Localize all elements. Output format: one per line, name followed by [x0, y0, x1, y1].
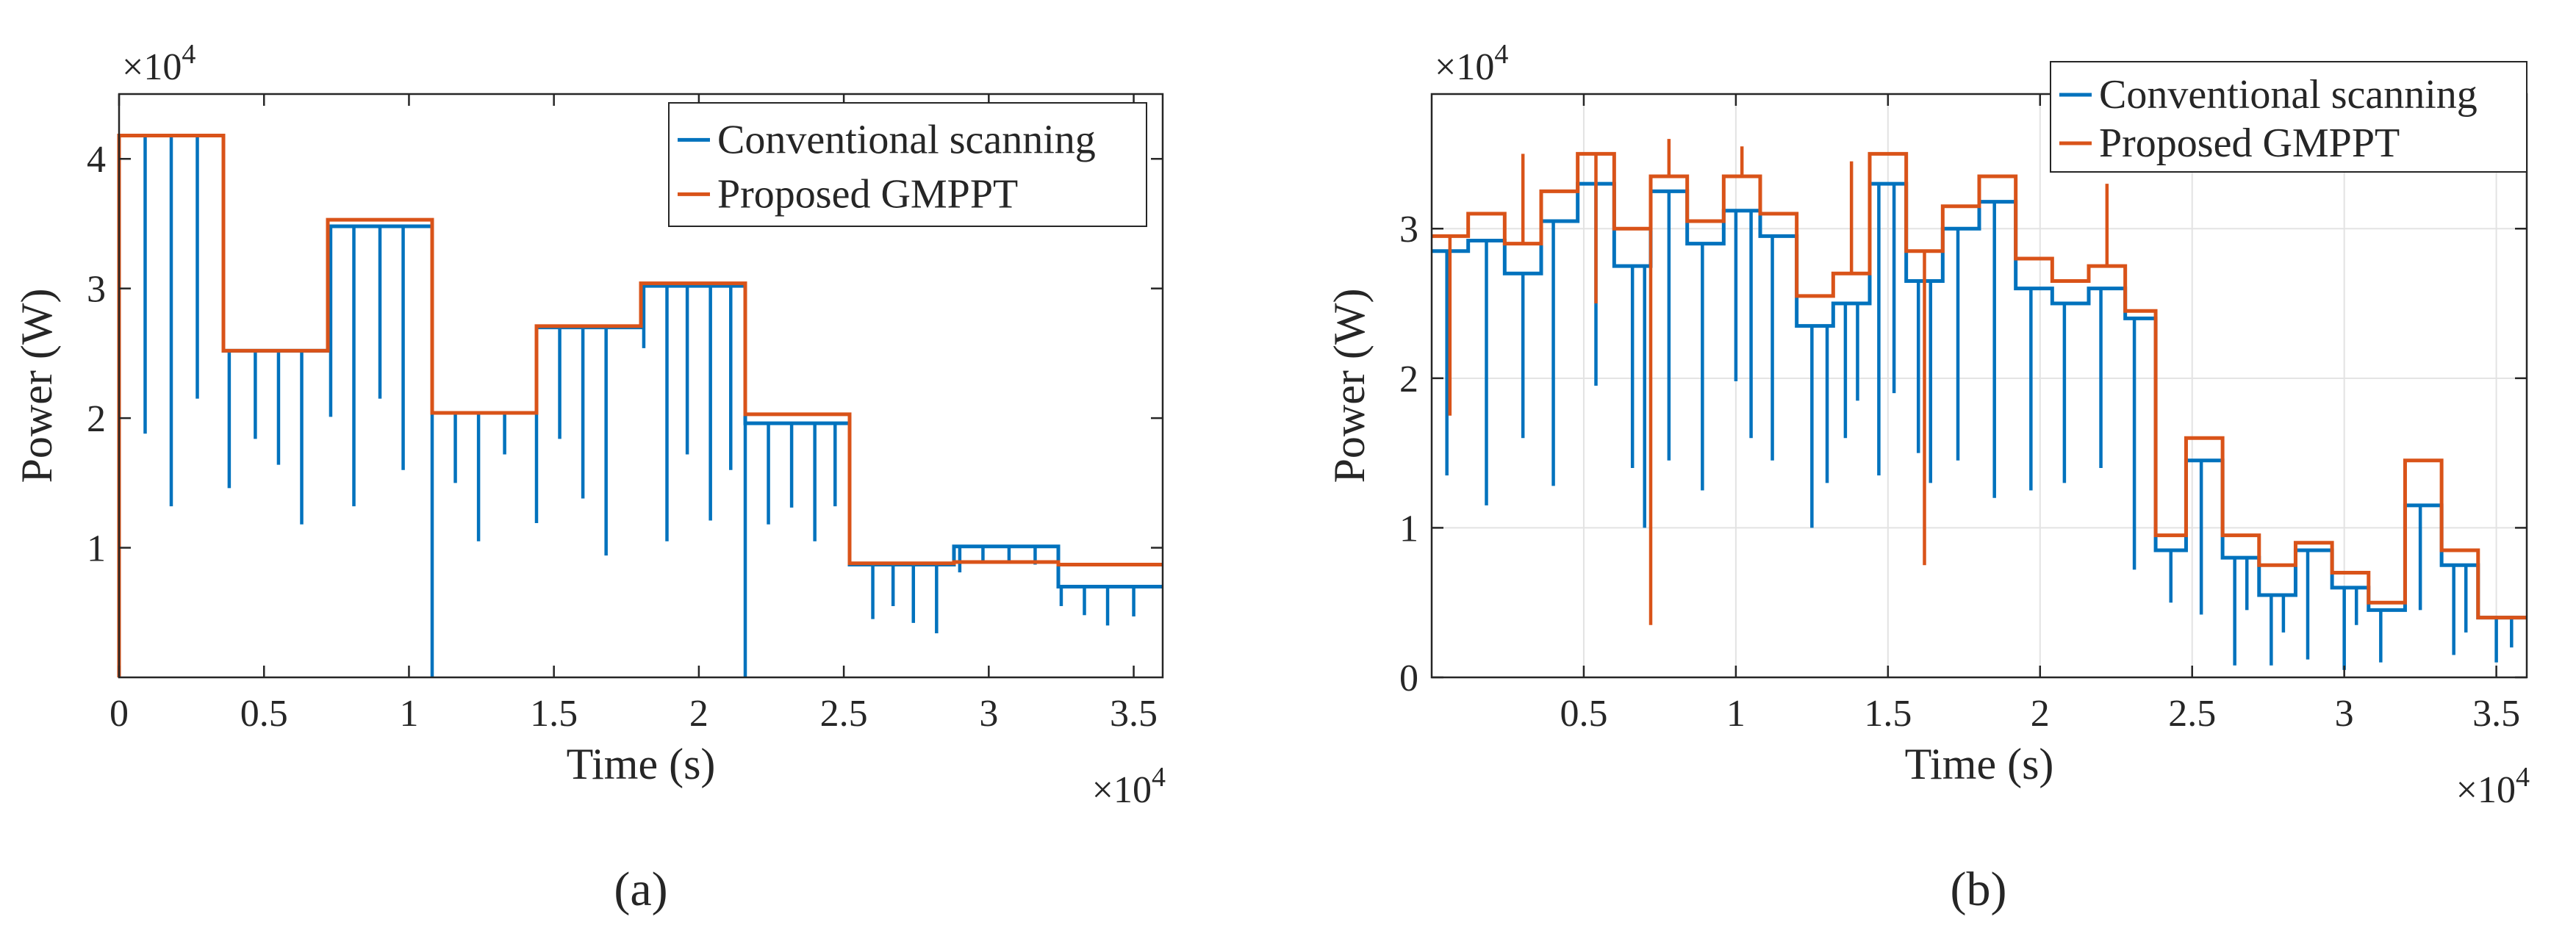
b-y-multiplier: ×104	[1435, 39, 1508, 88]
b-legend-box	[2050, 61, 2527, 173]
a-series	[117, 133, 1163, 677]
caption-a: (a)	[614, 863, 667, 916]
b-series	[1432, 139, 2527, 670]
b-axes-frame	[1430, 93, 2528, 679]
b-xtick-label-0: 0.5	[1560, 693, 1607, 735]
a-x-multiplier-exp: 4	[1152, 762, 1166, 793]
a-xtick-label-7: 3.5	[1110, 693, 1158, 735]
a-ytick-label-2: 3	[87, 269, 106, 311]
a-series-proposed-line	[117, 133, 1163, 677]
b-xtick-label-3: 2	[2031, 693, 2050, 735]
b-xtick-label-6: 3.5	[2472, 693, 2520, 735]
b-y-multiplier-base: ×10	[1435, 46, 1494, 88]
a-xtick-label-3: 1.5	[530, 693, 578, 735]
b-x-multiplier-exp: 4	[2516, 762, 2530, 793]
a-ytick-label-1: 2	[87, 398, 106, 440]
b-legend: Conventional scanning Proposed GMPPT	[2050, 61, 2527, 173]
a-xtick-label-6: 3	[979, 693, 998, 735]
a-legend-label-proposed: Proposed GMPPT	[717, 171, 1018, 217]
a-xtick-label-4: 2	[689, 693, 708, 735]
a-xtick-label-5: 2.5	[820, 693, 868, 735]
a-ytick-label-3: 4	[87, 139, 106, 181]
a-y-axis-label: Power (W)	[12, 289, 61, 483]
b-x-multiplier: ×104	[2456, 762, 2530, 811]
b-x-multiplier-base: ×10	[2456, 769, 2516, 811]
b-ytick-label-2: 2	[1399, 359, 1418, 400]
b-xtick-label-1: 1	[1726, 693, 1746, 735]
a-x-multiplier-base: ×10	[1092, 769, 1152, 811]
a-x-multiplier: ×104	[1092, 762, 1166, 811]
b-ytick-label-0: 0	[1399, 658, 1418, 699]
a-legend: Conventional scanning Proposed GMPPT	[668, 102, 1147, 227]
a-xtick-label-2: 1	[399, 693, 418, 735]
b-y-multiplier-exp: 4	[1494, 39, 1508, 70]
a-axes-frame	[118, 93, 1164, 679]
a-xtick-label-1: 0.5	[240, 693, 288, 735]
a-x-axis-label: Time (s)	[567, 740, 716, 788]
panel-b: 0.5 1 1.5 2 2.5 3 3.5 0 1 2 3 Time (s) Power (W) ×…	[1325, 39, 2530, 916]
a-y-multiplier-base: ×10	[122, 46, 182, 88]
a-xtick-label-0: 0	[110, 693, 129, 735]
b-x-axis-label: Time (s)	[1905, 740, 2054, 788]
b-xtick-label-4: 2.5	[2168, 693, 2216, 735]
b-legend-label-proposed: Proposed GMPPT	[2099, 120, 2400, 166]
a-ticks: 0 0.5 1 1.5 2 2.5 3 3.5 1 2 3 4	[87, 94, 1163, 735]
a-ytick-label-0: 1	[87, 528, 106, 570]
b-legend-label-conventional: Conventional scanning	[2099, 72, 2478, 118]
caption-b: (b)	[1951, 863, 2007, 916]
b-ytick-label-1: 1	[1399, 508, 1418, 550]
a-legend-label-conventional: Conventional scanning	[717, 117, 1096, 162]
a-y-multiplier: ×104	[122, 39, 195, 88]
b-xtick-label-2: 1.5	[1864, 693, 1912, 735]
b-series-proposed-line	[1432, 151, 2527, 620]
a-legend-box	[668, 102, 1147, 227]
b-ticks: 0.5 1 1.5 2 2.5 3 3.5 0 1 2 3	[1399, 94, 2527, 735]
a-y-multiplier-exp: 4	[182, 39, 195, 70]
b-xtick-label-5: 3	[2335, 693, 2354, 735]
b-y-axis-label: Power (W)	[1325, 289, 1374, 483]
b-ytick-label-3: 3	[1399, 209, 1418, 251]
